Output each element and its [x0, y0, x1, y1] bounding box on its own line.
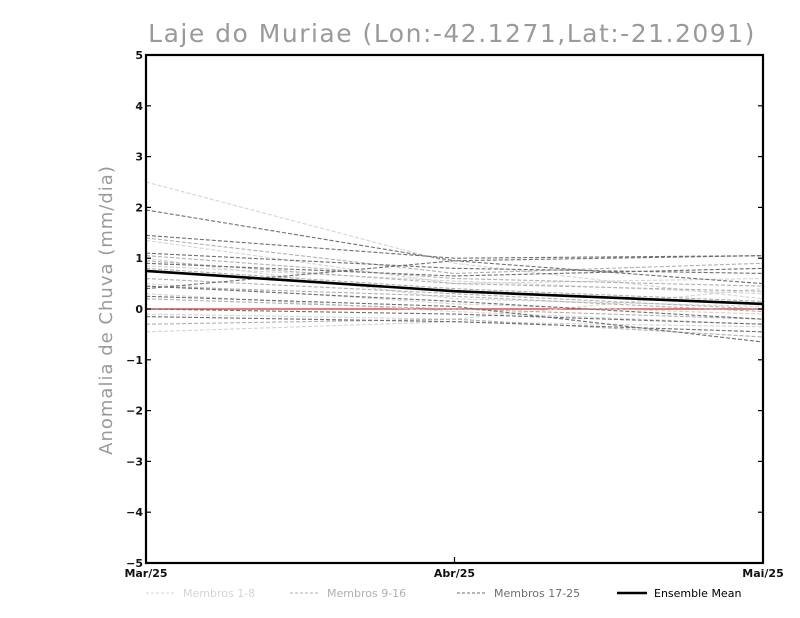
series-line-m23: [145, 308, 764, 325]
y-tick-label: −5: [126, 557, 143, 570]
legend: Membros 1-8 Membros 9-16 Membros 17-25 Ense…: [146, 587, 741, 600]
series-line-m18: [145, 234, 764, 259]
series-line-m19: [145, 252, 764, 274]
x-tick-label: Mai/25: [742, 567, 783, 580]
y-tick-label: 2: [135, 201, 143, 214]
series-line-m24: [145, 316, 764, 333]
x-tick-label: Mar/25: [124, 567, 167, 580]
legend-label: Membros 17-25: [494, 587, 580, 600]
series-line-m21: [145, 255, 764, 290]
series-line-m2: [145, 239, 764, 285]
series-line-m1: [145, 181, 764, 300]
legend-label: Membros 9-16: [327, 587, 406, 600]
y-axis-label: Anomalia de Chuva (mm/dia): [96, 165, 117, 455]
series-line-m12: [145, 285, 764, 313]
y-tick-label: −1: [126, 354, 143, 367]
ensemble-mean-line: [145, 269, 764, 306]
y-tick-label: −2: [126, 405, 143, 418]
y-tick-label: −4: [126, 506, 143, 519]
series-line-m5: [145, 283, 764, 315]
y-tick-label: 4: [135, 100, 143, 113]
series-line-m20: [145, 262, 764, 277]
series-line-m13: [145, 298, 764, 320]
y-tick-label: 5: [135, 49, 143, 62]
plot-area: −5 −4 −3 −2 −1 0 1 2 3 4 5 Mar/25 Abr/25 Mai/25: [124, 49, 783, 580]
series-line-m10: [145, 255, 764, 287]
legend-label: Ensemble Mean: [654, 587, 741, 600]
y-tick-label: 0: [135, 303, 143, 316]
series-line-m9: [145, 237, 764, 274]
series-line-m22: [145, 285, 764, 320]
series-line-m14: [145, 318, 764, 338]
series-line-m4: [145, 265, 764, 295]
y-tick-label: −3: [126, 455, 143, 468]
y-tick-label: 1: [135, 252, 143, 265]
series-line-m11: [145, 267, 764, 302]
y-tick-label: 3: [135, 151, 143, 164]
legend-label: Membros 1-8: [183, 587, 255, 600]
chart-title: Laje do Muriae (Lon:-42.1271,Lat:-21.209…: [148, 19, 756, 48]
x-tick-label: Abr/25: [434, 567, 475, 580]
series-line-m16: [145, 260, 764, 292]
series-line-m15: [145, 277, 764, 310]
series-line-m3: [145, 257, 764, 308]
series-line-m17: [145, 209, 764, 285]
series-line-m25: [145, 295, 764, 343]
